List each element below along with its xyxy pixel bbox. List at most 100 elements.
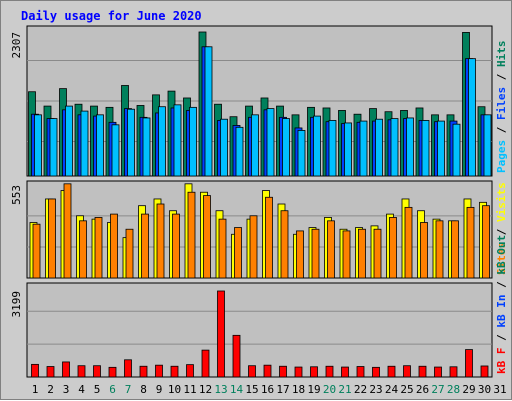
- bar-pages-day-19: [313, 115, 321, 177]
- bar-pages-day-16: [266, 108, 275, 177]
- bar-pages-day-24: [390, 118, 399, 177]
- x-tick-label: 30: [478, 383, 491, 396]
- panel-hits-files-pages: 2307 Pages / Files / Hits: [10, 25, 508, 177]
- bar-sites-day-16: [265, 196, 273, 279]
- x-tick-label: 14: [230, 383, 244, 396]
- bar-kbf-day-27: [434, 366, 442, 378]
- x-tick-label: 21: [338, 383, 351, 396]
- bar-pages-day-9: [158, 106, 166, 177]
- bar-sites-day-1: [32, 223, 41, 279]
- x-tick-label: 11: [183, 383, 196, 396]
- bar-kbf-day-12: [201, 349, 210, 378]
- x-tick-label: 18: [292, 383, 305, 396]
- bar-sites-day-6: [110, 213, 118, 279]
- bar-sites-day-22: [358, 228, 366, 279]
- legend-part: /: [495, 222, 508, 242]
- x-tick-label: 1: [32, 383, 39, 396]
- legend-part: /: [495, 275, 508, 295]
- legend-part: Sites: [495, 242, 508, 275]
- bar-pages-day-15: [251, 114, 259, 177]
- bar-sites-day-19: [311, 228, 320, 279]
- bar-kbf-day-11: [186, 364, 194, 378]
- bar-pages-day-5: [96, 114, 104, 177]
- x-tick-label: 10: [168, 383, 181, 396]
- legend-part: /: [495, 120, 508, 140]
- plot-area: [26, 282, 493, 378]
- bar-sites-day-2: [48, 198, 56, 279]
- bar-kbf-day-29: [465, 349, 473, 378]
- x-tick-label: 27: [431, 383, 444, 396]
- y-max-label: 2307: [10, 32, 23, 59]
- bar-kbf-day-17: [279, 365, 287, 378]
- bar-kbf-day-20: [325, 365, 334, 378]
- panel-legend: kB F / kB In / kB Out: [495, 235, 508, 374]
- x-tick-label: 15: [245, 383, 258, 396]
- bar-pages-day-11: [189, 106, 197, 177]
- x-tick-label: 13: [214, 383, 227, 396]
- bar-sites-day-20: [327, 220, 335, 279]
- bar-pages-day-10: [173, 104, 182, 177]
- x-tick-label: 7: [125, 383, 132, 396]
- panel-visits-sites: 553 Sites / Visits: [10, 180, 508, 279]
- bar-sites-day-15: [249, 215, 258, 279]
- legend-part: /: [495, 328, 508, 348]
- bar-pages-day-26: [421, 120, 430, 177]
- x-tick-label: 25: [400, 383, 413, 396]
- bar-sites-day-26: [420, 222, 428, 279]
- bar-pages-day-22: [359, 120, 368, 177]
- bar-kbf-day-22: [356, 366, 365, 378]
- bar-sites-day-23: [373, 228, 382, 279]
- bar-pages-day-30: [483, 114, 492, 177]
- bar-sites-day-28: [451, 220, 459, 279]
- x-tick-label: 6: [109, 383, 116, 396]
- bar-sites-day-17: [280, 210, 289, 279]
- bar-kbf-day-26: [418, 365, 427, 378]
- x-tick-label: 9: [156, 383, 163, 396]
- bar-sites-day-30: [482, 205, 490, 279]
- bar-sites-day-24: [389, 217, 397, 279]
- bar-pages-day-3: [65, 105, 73, 177]
- bar-pages-day-2: [49, 118, 58, 177]
- bar-pages-day-29: [468, 58, 476, 177]
- bar-kbf-day-14: [232, 334, 241, 378]
- x-tick-label: 24: [385, 383, 399, 396]
- bar-sites-day-7: [125, 228, 134, 279]
- bar-pages-day-20: [328, 120, 337, 177]
- bar-sites-day-9: [156, 203, 165, 279]
- x-tick-label: 8: [140, 383, 147, 396]
- bar-kbf-day-9: [155, 364, 163, 378]
- x-tick-label: 23: [369, 383, 382, 396]
- bar-kbf-day-23: [372, 366, 380, 378]
- bar-sites-day-3: [63, 183, 72, 279]
- plot-area: [26, 180, 493, 279]
- x-tick-label: 16: [261, 383, 274, 396]
- bar-pages-day-28: [452, 123, 461, 177]
- bar-sites-day-5: [94, 217, 103, 279]
- legend-part: Pages: [495, 140, 508, 173]
- legend-part: kB F: [495, 348, 508, 375]
- legend-part: /: [495, 67, 508, 87]
- bar-kbf-day-30: [480, 365, 489, 378]
- bar-pages-day-25: [406, 117, 414, 177]
- x-tick-label: 12: [199, 383, 212, 396]
- bar-kbf-day-19: [310, 366, 318, 378]
- bar-sites-day-8: [141, 213, 149, 279]
- bar-sites-day-29: [466, 206, 475, 279]
- x-tick-label: 4: [78, 383, 85, 396]
- bar-kbf-day-2: [46, 366, 55, 378]
- x-tick-label: 22: [354, 383, 367, 396]
- bar-pages-day-1: [34, 114, 42, 177]
- bar-sites-day-10: [172, 213, 180, 279]
- bar-sites-day-11: [187, 191, 196, 279]
- bar-kbf-day-25: [403, 365, 411, 378]
- bar-kbf-day-21: [341, 366, 349, 378]
- x-tick-label: 29: [462, 383, 475, 396]
- x-tick-label: 2: [47, 383, 54, 396]
- bar-kbf-day-18: [294, 366, 303, 378]
- bar-kbf-day-3: [62, 361, 70, 378]
- panel-legend: Pages / Files / Hits: [495, 41, 508, 174]
- y-max-label: 553: [10, 185, 23, 205]
- x-tick-label: 20: [323, 383, 336, 396]
